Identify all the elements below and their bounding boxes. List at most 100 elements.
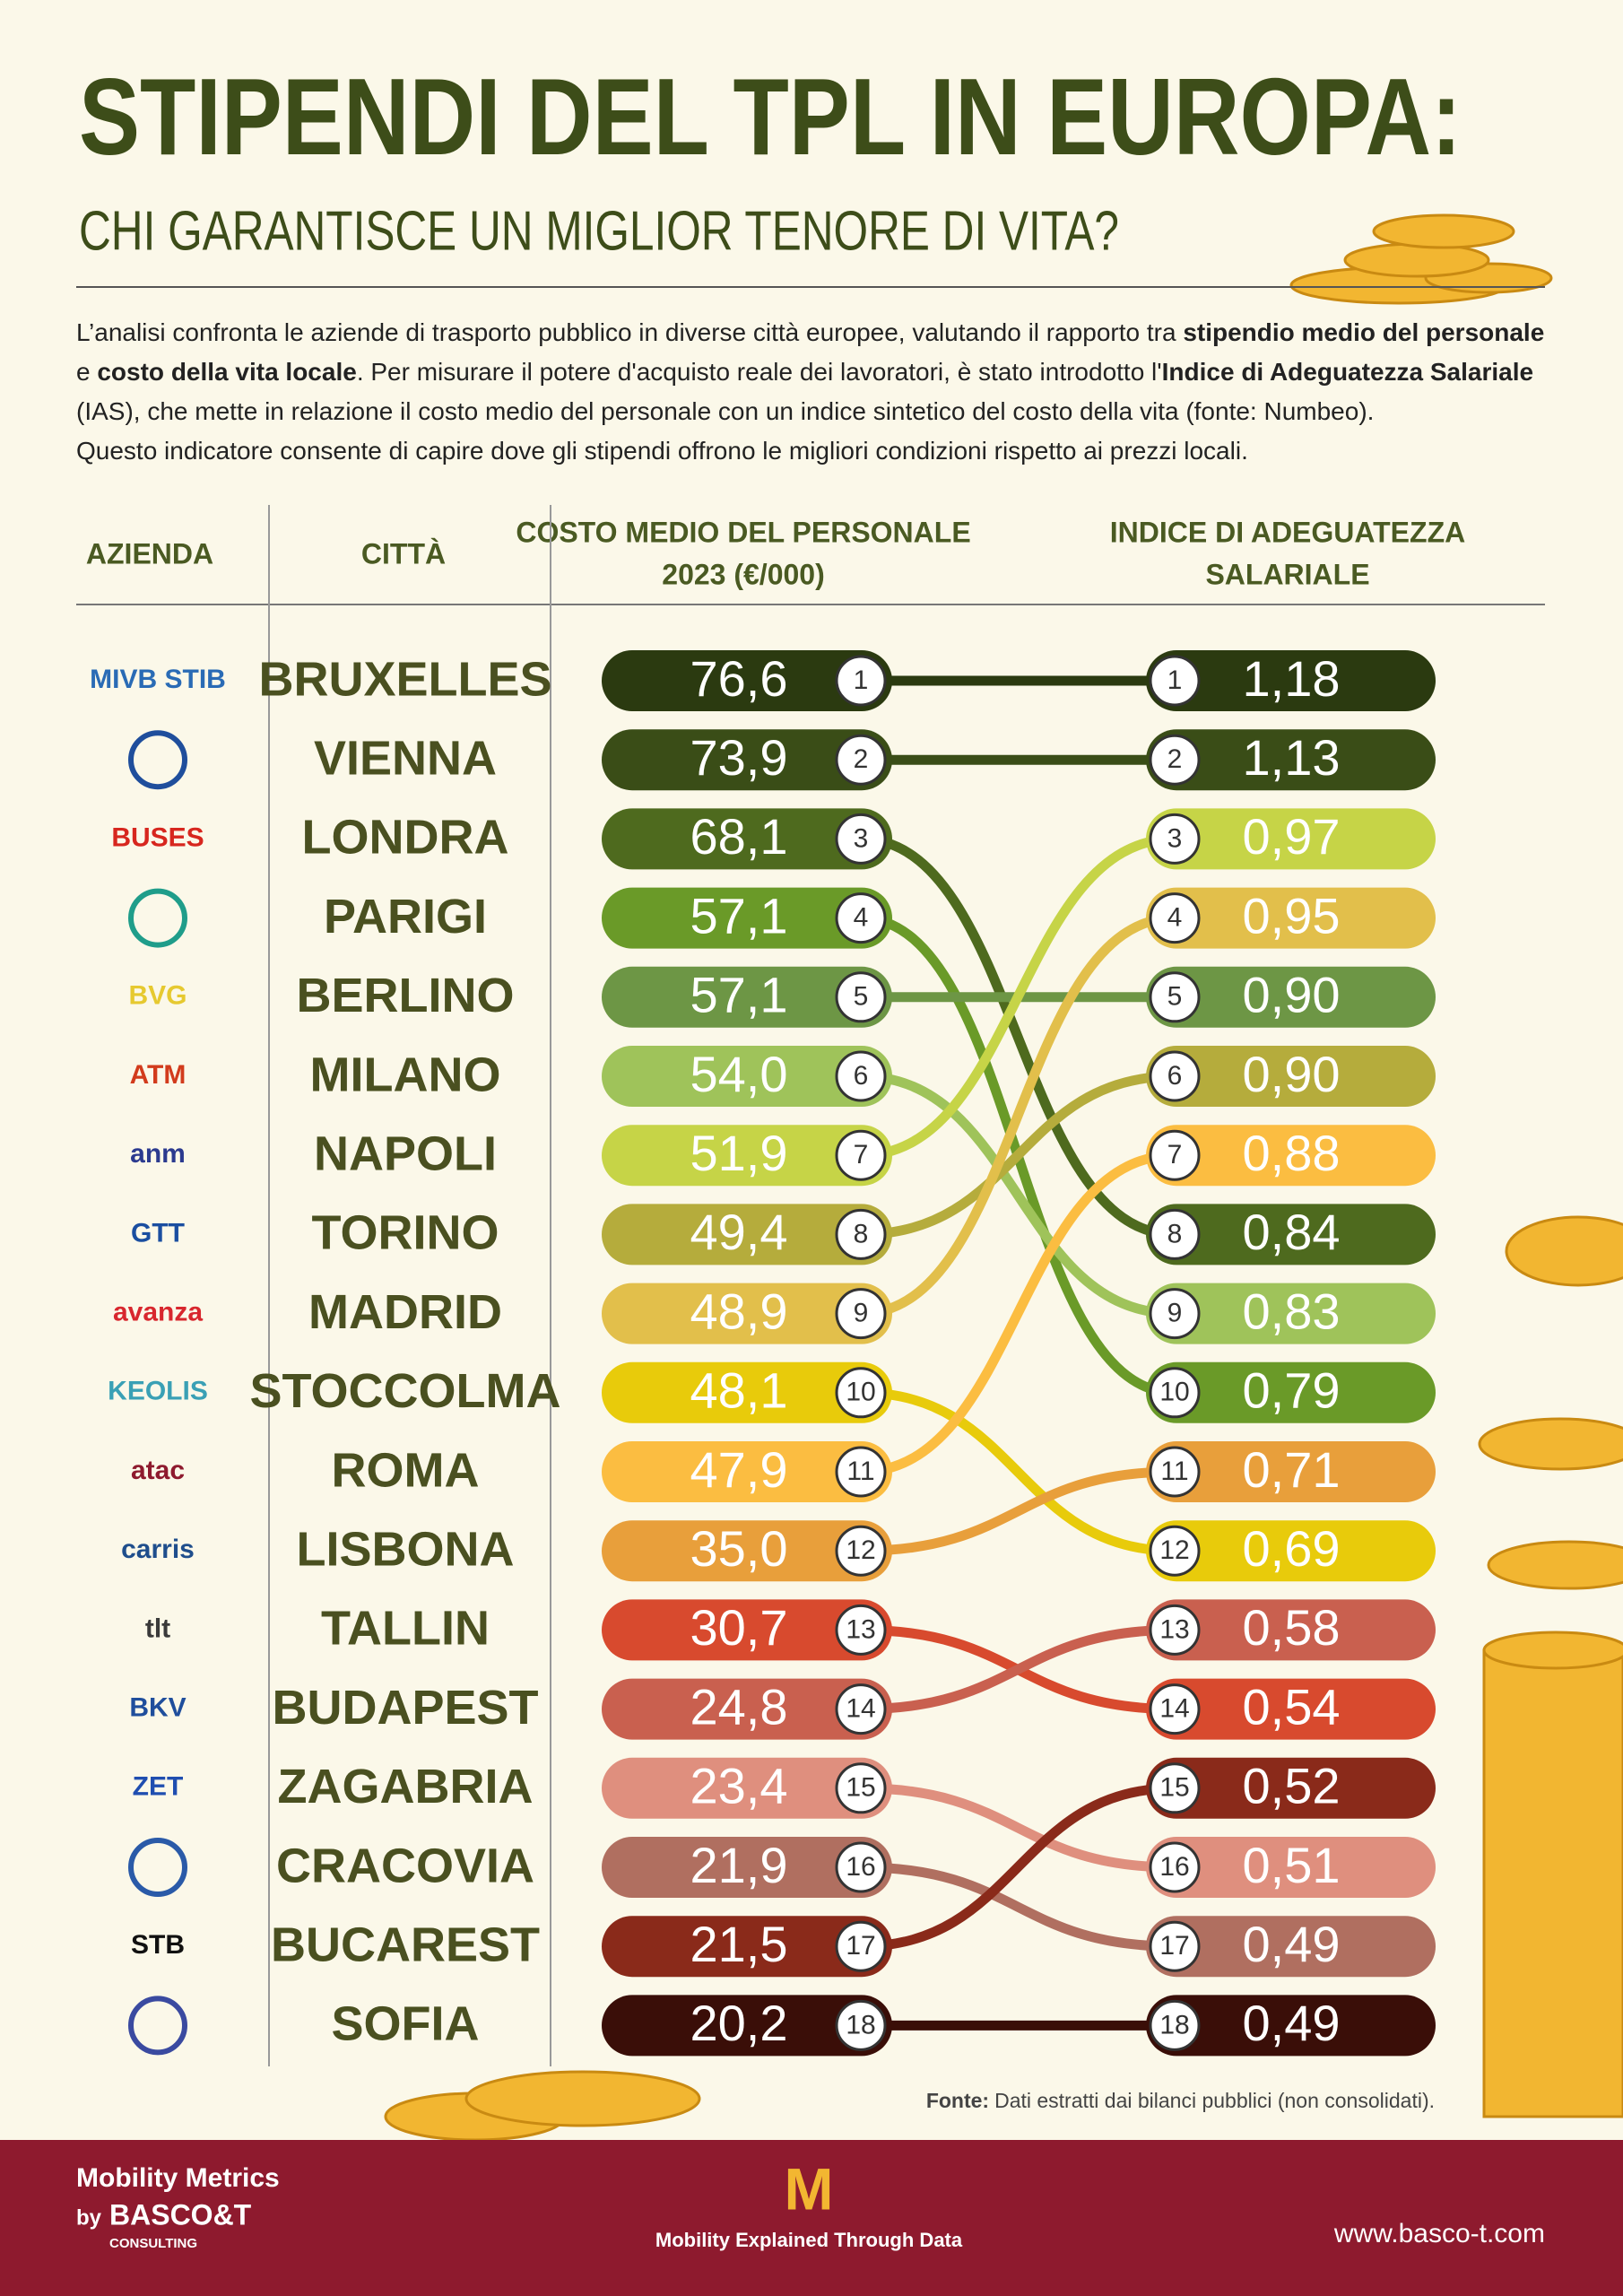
cost-pill (602, 808, 892, 870)
header-cost: 2023 (€/000) (662, 558, 824, 590)
rank-circle (1149, 1525, 1201, 1577)
header-company: AZIENDA (86, 537, 213, 570)
footer-tagline: Mobility Explained Through Data (655, 2229, 963, 2251)
rank-circle (835, 734, 887, 786)
cost-pill (602, 887, 892, 949)
ias-label: 0,49 (1243, 1916, 1341, 1972)
ias-rank: 15 (1159, 1773, 1189, 1803)
ias-label: 0,51 (1243, 1837, 1341, 1893)
cost-rank: 5 (854, 982, 869, 1012)
logo: MIVB STIB (90, 665, 226, 694)
ias-pill (1146, 650, 1436, 711)
cost-pill (602, 1046, 892, 1107)
rank-circle (835, 1762, 887, 1814)
rank-circle (1149, 1129, 1201, 1181)
rank-circle (835, 1920, 887, 1972)
ias-pill (1146, 729, 1436, 791)
logo: ZET (133, 1772, 184, 1802)
rank-circle (1149, 1841, 1201, 1893)
city: MILANO (310, 1048, 501, 1101)
rank-circle (1149, 1288, 1201, 1340)
ias-pill (1146, 1361, 1436, 1423)
ias-label: 0,71 (1243, 1441, 1341, 1498)
source-label: Fonte: (926, 2089, 989, 2112)
ias-label: 0,95 (1243, 887, 1341, 944)
ias-pill (1146, 1757, 1436, 1819)
ias-rank: 18 (1159, 2010, 1189, 2039)
intro-line: Questo indicatore consente di capire dov… (76, 437, 1248, 465)
ias-pill (1146, 1678, 1436, 1740)
header-cost: COSTO MEDIO DEL PERSONALE (516, 516, 970, 548)
ias-pill (1146, 1916, 1436, 1978)
rank-circle (835, 1999, 887, 2051)
ias-rank: 11 (1160, 1457, 1188, 1486)
cost-pill (602, 1599, 892, 1661)
cost-label: 23,4 (690, 1758, 788, 1814)
cost-rank: 3 (854, 823, 869, 853)
cost-pill (602, 1441, 892, 1502)
coins-top (1289, 213, 1553, 305)
ias-rank: 9 (1167, 1299, 1183, 1328)
cost-rank: 10 (846, 1378, 875, 1407)
rank-circle (835, 971, 887, 1023)
coins-bottom (384, 2070, 701, 2142)
cost-rank: 16 (846, 1852, 875, 1882)
city: NAPOLI (314, 1126, 497, 1180)
ias-rank: 17 (1159, 1931, 1189, 1961)
rank-link (860, 1466, 1176, 1556)
rank-link (860, 1783, 1176, 1952)
logo-icon (128, 888, 187, 948)
city: CRACOVIA (276, 1839, 534, 1892)
logo: atac (131, 1456, 185, 1485)
cost-rank: 12 (846, 1535, 875, 1565)
cost-pill (602, 1916, 892, 1978)
city: ZAGABRIA (278, 1760, 534, 1813)
cost-pill (602, 1757, 892, 1819)
coins-right (1478, 1215, 1623, 2118)
cost-rank: 6 (854, 1061, 869, 1091)
ias-pill (1146, 1125, 1436, 1187)
city: LISBONA (297, 1522, 515, 1576)
intro-segment: Indice di Adeguatezza Salariale (1162, 358, 1533, 386)
intro-segment: (IAS), che mette in relazione il costo m… (76, 397, 1374, 425)
intro-segment: costo della vita locale (97, 358, 356, 386)
city: STOCCOLMA (250, 1364, 561, 1418)
ias-pill (1146, 808, 1436, 870)
ias-label: 0,97 (1243, 808, 1341, 865)
rank-circle (835, 1129, 887, 1181)
ias-pill (1146, 1283, 1436, 1344)
rank-circle (1149, 1762, 1201, 1814)
cost-pill (602, 1283, 892, 1344)
intro-segment: stipendio medio del personale (1183, 318, 1544, 346)
rank-circle (1149, 1446, 1201, 1498)
rank-circle (1149, 1920, 1201, 1972)
city: BERLINO (297, 969, 515, 1022)
cost-label: 24,8 (690, 1678, 788, 1735)
cost-label: 48,9 (690, 1283, 788, 1339)
rank-circle (835, 1525, 887, 1577)
rank-circle (1149, 1999, 1201, 2051)
cost-rank: 4 (854, 903, 869, 933)
cost-label: 57,1 (690, 887, 788, 944)
rank-circle (1149, 1683, 1201, 1735)
ias-rank: 10 (1159, 1378, 1189, 1407)
header-ias: INDICE DI ADEGUATEZZA (1110, 516, 1465, 548)
cost-rank: 13 (846, 1614, 875, 1644)
cost-pill (602, 1837, 892, 1898)
cost-pill (602, 1204, 892, 1265)
intro-segment: Questo indicatore consente di capire dov… (76, 437, 1248, 465)
rank-circle (835, 892, 887, 944)
ias-label: 0,88 (1243, 1125, 1341, 1181)
footer-logo: M (785, 2155, 834, 2222)
cost-rank: 9 (854, 1299, 869, 1328)
rank-link (860, 1862, 1176, 1952)
logo: BUSES (111, 822, 204, 852)
source: Fonte: Dati estratti dai bilanci pubblici… (926, 2089, 1435, 2112)
cost-pill (602, 1520, 892, 1582)
city: VIENNA (314, 731, 497, 785)
cost-pill (602, 1125, 892, 1187)
cost-rank: 7 (854, 1140, 869, 1170)
intro-line: (IAS), che mette in relazione il costo m… (76, 397, 1374, 425)
cost-label: 48,1 (690, 1362, 788, 1419)
